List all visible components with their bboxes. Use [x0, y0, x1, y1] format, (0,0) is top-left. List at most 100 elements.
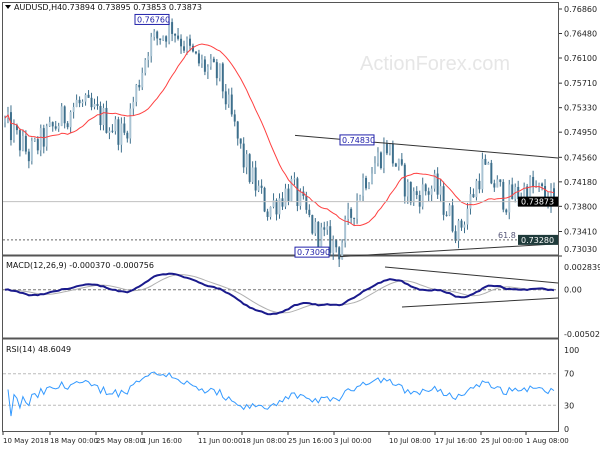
- price-bar-body: [460, 220, 463, 228]
- macd-upper-trendline[interactable]: [384, 266, 559, 284]
- price-bar-body: [12, 125, 15, 141]
- price-bar-body: [388, 143, 391, 154]
- rsi-line: [7, 371, 555, 417]
- price-bar-body: [350, 208, 353, 218]
- price-bar-body: [344, 219, 347, 243]
- price-bar-body: [51, 122, 54, 127]
- x-tick-label: 25 Jul 00:00: [481, 437, 523, 445]
- price-bar-body: [338, 247, 341, 260]
- x-tick-label: 10 Jul 08:00: [389, 437, 431, 445]
- price-bar-body: [523, 186, 526, 198]
- price-bar-body: [156, 31, 159, 39]
- price-bar-body: [391, 143, 394, 164]
- x-tick-label: 10 May 2018: [3, 437, 49, 445]
- price-bar-body: [406, 182, 409, 197]
- price-label: 0.76760: [137, 15, 170, 24]
- price-bar-body: [484, 158, 487, 165]
- price-bar-body: [129, 108, 132, 139]
- price-bar-body: [242, 143, 245, 168]
- price-bar-body: [188, 38, 191, 46]
- dropdown-triangle-icon[interactable]: [5, 5, 11, 9]
- price-bar-body: [150, 36, 153, 57]
- price-bar-body: [275, 200, 278, 215]
- price-bar-body: [475, 180, 478, 198]
- y-tick-label: 0.76480: [564, 30, 597, 39]
- price-bar-body: [248, 154, 251, 182]
- price-bar-body: [4, 118, 6, 123]
- price-bar-body: [171, 22, 174, 34]
- fib-price-tag: [518, 234, 558, 245]
- moving-average-line: [4, 43, 555, 227]
- price-bar-body: [365, 177, 368, 189]
- upper-trendline[interactable]: [294, 134, 559, 159]
- price-bar-body: [206, 66, 209, 72]
- macd-lower-trendline[interactable]: [401, 297, 559, 308]
- chart-symbol: AUDUSD,H4: [14, 3, 62, 12]
- price-label-box: [339, 134, 375, 146]
- price-bar-body: [212, 58, 215, 63]
- price-bar-body: [245, 154, 248, 168]
- price-bar-body: [78, 99, 81, 104]
- price-bar-body: [153, 31, 156, 37]
- price-bar-body: [15, 125, 18, 131]
- price-bar-body: [239, 138, 242, 144]
- y-tick-label: 0.75710: [564, 79, 597, 88]
- price-bar-body: [254, 167, 257, 191]
- price-bar-body: [454, 231, 457, 241]
- price-bar-body: [311, 215, 314, 234]
- x-tick-label: 18 May 00:00: [50, 437, 98, 445]
- price-bar-body: [197, 53, 200, 64]
- price-bar-body: [517, 186, 520, 200]
- price-bar-body: [385, 143, 388, 154]
- price-label-box: [134, 13, 170, 25]
- price-bar-body: [263, 187, 266, 212]
- price-bar-body: [180, 38, 183, 47]
- price-bar-body: [215, 62, 218, 79]
- price-bar-body: [57, 125, 60, 129]
- price-bar-body: [266, 211, 269, 217]
- price-bar-body: [194, 51, 197, 54]
- y-tick-label: 0.74180: [564, 178, 597, 187]
- price-bar-body: [123, 123, 126, 133]
- price-bar-body: [472, 194, 475, 198]
- price-bar-body: [69, 111, 72, 128]
- price-bar-body: [66, 123, 69, 128]
- price-bar-body: [260, 185, 263, 188]
- price-bar-body: [538, 183, 541, 187]
- fib-label: 61.8: [498, 231, 516, 240]
- price-bar-body: [60, 106, 63, 126]
- price-bar-body: [424, 184, 427, 192]
- price-bar-body: [120, 123, 123, 145]
- price-bar-body: [281, 198, 284, 207]
- price-bar-body: [63, 106, 66, 124]
- price-bar-body: [159, 38, 162, 40]
- price-bar-body: [356, 199, 359, 219]
- price-bar-body: [186, 38, 189, 51]
- price-bar-body: [177, 35, 180, 39]
- lower-trendline[interactable]: [339, 243, 559, 258]
- price-bar-body: [236, 121, 239, 139]
- price-bar-body: [541, 183, 544, 187]
- macd-title: MACD(12,26,9) -0.000370 -0.000756: [6, 261, 154, 270]
- price-bar-body: [433, 173, 436, 189]
- price-bar-body: [84, 94, 87, 102]
- price-bar-body: [341, 242, 344, 260]
- price-bar-body: [141, 72, 144, 88]
- price-bar-body: [21, 135, 24, 151]
- price-bar-body: [203, 59, 206, 72]
- price-bar-body: [269, 206, 272, 217]
- price-bar-body: [296, 178, 299, 206]
- price-bar-body: [370, 173, 373, 184]
- price-label: 0.73090: [297, 248, 330, 257]
- price-bar-body: [502, 181, 505, 210]
- x-tick-label: 11 Jun 00:00: [198, 437, 242, 445]
- price-bar-body: [81, 101, 84, 104]
- price-bar-body: [33, 139, 36, 141]
- price-bar-body: [87, 94, 90, 98]
- price-bar-body: [463, 224, 466, 228]
- price-bar-body: [445, 214, 448, 216]
- price-bar-body: [490, 162, 493, 184]
- rsi-y-tick-label: 70: [564, 370, 574, 379]
- price-bar-body: [400, 159, 403, 165]
